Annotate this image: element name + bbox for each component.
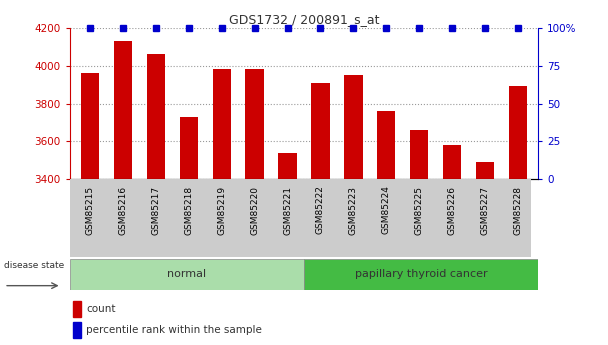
Bar <box>410 130 429 179</box>
Text: GSM85227: GSM85227 <box>481 186 490 235</box>
Text: GSM85220: GSM85220 <box>250 186 259 235</box>
Text: GSM85216: GSM85216 <box>118 186 127 235</box>
Bar <box>378 111 395 179</box>
Bar <box>344 75 362 179</box>
Text: GSM85221: GSM85221 <box>283 186 292 235</box>
Text: GSM85225: GSM85225 <box>415 186 424 235</box>
Bar <box>81 73 98 179</box>
Text: percentile rank within the sample: percentile rank within the sample <box>86 325 262 335</box>
Text: GSM85224: GSM85224 <box>382 186 391 235</box>
Bar <box>73 322 81 338</box>
Text: disease state: disease state <box>4 262 64 270</box>
Bar <box>443 145 461 179</box>
Text: GSM85215: GSM85215 <box>85 186 94 235</box>
Bar <box>510 87 527 179</box>
Bar <box>278 153 297 179</box>
Bar <box>179 117 198 179</box>
Text: GSM85226: GSM85226 <box>448 186 457 235</box>
Bar <box>114 41 132 179</box>
Text: count: count <box>86 304 116 314</box>
Text: papillary thyroid cancer: papillary thyroid cancer <box>354 269 488 279</box>
Text: GSM85223: GSM85223 <box>349 186 358 235</box>
Bar <box>304 259 538 290</box>
Text: GSM85222: GSM85222 <box>316 186 325 235</box>
Bar <box>311 83 330 179</box>
Title: GDS1732 / 200891_s_at: GDS1732 / 200891_s_at <box>229 13 379 27</box>
Text: GSM85217: GSM85217 <box>151 186 160 235</box>
Bar <box>213 69 230 179</box>
Text: GSM85219: GSM85219 <box>217 186 226 235</box>
Bar <box>147 54 165 179</box>
Bar <box>73 301 81 317</box>
Text: normal: normal <box>167 269 207 279</box>
Text: GSM85218: GSM85218 <box>184 186 193 235</box>
Bar <box>70 259 304 290</box>
Bar <box>476 162 494 179</box>
Bar <box>246 69 264 179</box>
Text: GSM85228: GSM85228 <box>514 186 523 235</box>
